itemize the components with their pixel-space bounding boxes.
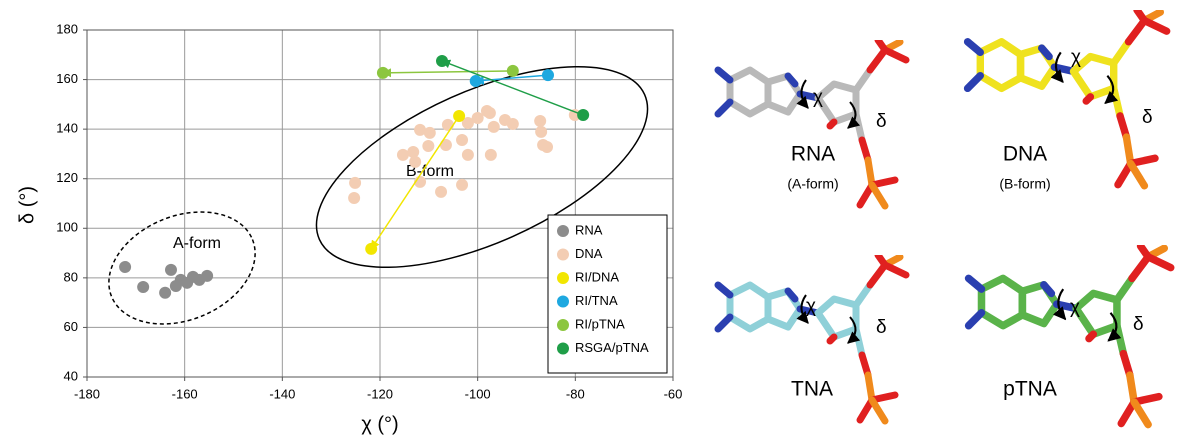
data-point [365,242,378,255]
data-point [349,176,362,189]
data-point [461,148,474,161]
y-tick-label: 80 [64,269,78,284]
x-tick-label: -120 [367,386,393,401]
legend-marker [557,319,569,331]
panel-label: RNA [791,143,835,166]
x-tick-label: -160 [172,386,198,401]
data-point [541,69,554,82]
x-tick-label: -140 [269,386,295,401]
a-form-ellipse [108,211,256,325]
marks [119,54,590,299]
shift-arrow [370,115,460,250]
panel-sublabel: (B-form) [999,176,1050,192]
annotation: B-form [406,163,454,180]
legend-marker [557,295,569,308]
shift-arrow [474,74,549,85]
x-tick-label: -180 [74,386,100,401]
data-point [164,263,177,276]
x-tick-label: -100 [465,386,491,401]
y-tick-label: 140 [56,121,78,136]
data-point [201,269,214,282]
chi-label: χ [813,87,823,108]
data-point [396,148,409,161]
y-tick-label: 120 [56,170,78,185]
y-tick-label: 160 [56,71,78,86]
x-axis-label: χ (°) [361,413,398,435]
data-point [441,118,454,131]
y-tick-label: 100 [56,220,78,235]
data-point [414,123,427,136]
data-point [480,105,493,118]
panel-label: TNA [791,378,833,401]
delta-label: δ [1133,314,1144,335]
chi-label: χ [1071,47,1081,68]
x-tick-label: -60 [664,386,683,401]
legend-label: RNA [575,222,603,237]
chi-label: χ [806,296,816,317]
data-point [436,54,449,67]
data-point [461,116,474,129]
y-tick-label: 60 [64,319,78,334]
data-point [506,64,519,77]
panel-sublabel: (A-form) [787,176,838,192]
data-point [577,109,590,122]
data-point [159,286,172,299]
delta-label: δ [1142,107,1153,128]
panel-label: DNA [1003,143,1047,166]
data-point [506,117,519,130]
legend-label: DNA [575,246,603,261]
annotation: A-form [173,235,221,252]
legend-marker [557,248,569,261]
dna-structure [968,10,1167,186]
data-point [568,109,581,122]
data-point [422,139,435,152]
delta-label: δ [876,317,887,338]
data-point [535,125,548,138]
y-axis-label: δ (°) [16,186,38,224]
data-point [409,155,422,168]
data-point [541,140,554,153]
data-point [376,66,389,79]
data-point [453,110,466,123]
legend-label: RI/TNA [575,293,618,308]
data-point [137,281,150,294]
data-point [439,139,452,152]
data-point [456,134,469,147]
y-tick-label: 180 [56,21,78,36]
x-tick-label: -80 [566,386,585,401]
shift-arrow [441,59,584,116]
delta-label: δ [876,111,887,132]
data-point [469,75,482,88]
legend-label: RI/pTNA [575,316,625,331]
data-point [407,145,420,158]
chi-label: χ [1070,297,1080,318]
legend-marker [557,272,569,284]
data-point [423,126,436,139]
data-point [534,114,547,127]
b-form-ellipse [315,65,649,269]
panel-label: pTNA [1003,378,1057,401]
legend-marker [557,225,569,237]
data-point [119,260,132,273]
ptna-structure [969,246,1171,424]
data-point [484,148,497,161]
shift-arrow [382,68,513,78]
y-tick-label: 40 [64,368,78,383]
data-point [471,111,484,124]
legend-label: RSGA/pTNA [575,340,649,355]
legend: RNA DNA RI/DNA RI/TNA RI/pTNA RSGA/pTNA [557,222,649,355]
data-point [348,192,361,205]
data-point [487,120,500,133]
axes: -180 -160 -140 -120 -100 -80 -60 40 60 80 100 120 14… [56,21,682,401]
data-point [435,185,448,198]
legend-marker [557,342,569,355]
legend-label: RI/DNA [575,269,619,284]
data-point [456,178,469,191]
